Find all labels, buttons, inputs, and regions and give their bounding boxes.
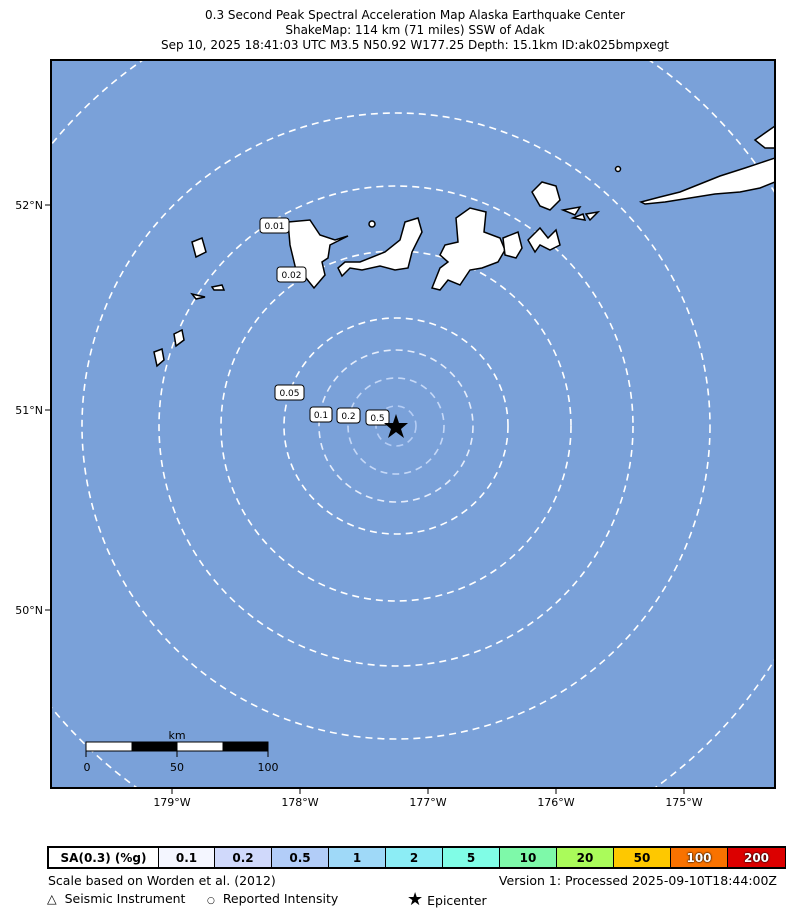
legend-cell: 0.1 [159,848,215,867]
island [531,181,561,211]
contour-label: 0.1 [314,411,328,421]
ocean [51,60,775,788]
contours [51,60,775,788]
island [502,230,523,259]
seismic-instrument-label: Seismic Instrument [64,891,186,906]
scale-tick: 100 [258,761,279,774]
epicenter-legend: ★ Epicenter [407,889,487,910]
legend-cell: 10 [500,848,557,867]
star-icon: ★ [407,889,424,910]
map-svg: 0.01 0.02 0.05 0.1 0.2 0.5 km 0 50 100 5… [15,59,776,809]
island [337,217,423,278]
version-info: Version 1: Processed 2025-09-10T18:44:00… [498,873,777,888]
scale-unit: km [168,729,185,742]
map-frame [50,59,776,789]
lat-label: 51°N [15,404,43,417]
map-subtitle: ShakeMap: 114 km (71 miles) SSW of Adak [285,23,545,37]
intensity-legend: SA(0.3) (%g) 0.1 0.2 0.5 1 2 5 10 20 50 100 200 [47,846,786,869]
contour-labels: 0.01 0.02 0.05 0.1 0.2 0.5 [259,217,390,426]
contour-line [220,250,572,602]
reported-intensity-label: Reported Intensity [222,891,339,906]
seismic-instrument-legend: △ Seismic Instrument [47,891,185,906]
lon-label: 179°W [153,796,190,809]
scale-tick: 0 [84,761,91,774]
contour-label: 0.01 [264,222,284,232]
lon-label: 177°W [409,796,446,809]
legend-cell: 200 [728,848,785,867]
legend-cell: 100 [671,848,728,867]
island [753,125,775,149]
island [153,284,226,368]
legend-cell: 2 [386,848,443,867]
island [527,226,561,254]
island [191,236,207,259]
contour-line [318,349,474,503]
lat-label: 50°N [15,604,43,617]
lon-label: 178°W [281,796,318,809]
contour-label: 0.5 [370,414,384,424]
epicenter-label: Epicenter [427,893,487,908]
contour-line [375,405,417,447]
contour-line [283,317,509,535]
contour-line [347,377,445,475]
legend-header: SA(0.3) (%g) [49,848,159,867]
epicenter-star-icon [384,414,408,438]
lon-label: 176°W [537,796,574,809]
island [368,220,376,228]
contour-label: 0.02 [281,271,301,281]
island [638,157,775,205]
contour-label: 0.2 [341,412,355,422]
contour-line [158,185,634,667]
legend-cell: 0.5 [272,848,329,867]
legend-cell: 5 [443,848,500,867]
event-info: Sep 10, 2025 18:41:03 UTC M3.5 N50.92 W1… [160,38,670,52]
legend-cell: 20 [557,848,614,867]
lon-label: 175°W [665,796,702,809]
legend-cell: 50 [614,848,671,867]
island [614,165,622,173]
contour-line [81,112,711,740]
triangle-icon: △ [47,891,57,906]
island [430,207,506,291]
map-title: 0.3 Second Peak Spectral Acceleration Ma… [205,8,625,22]
axis-labels: 52°N 51°N 50°N 179°W 178°W 177°W 176°W 1… [15,199,703,809]
legend-cell: 0.2 [215,848,272,867]
scale-note: Scale based on Worden et al. (2012) [48,873,276,888]
scale-tick: 50 [170,761,184,774]
lat-label: 52°N [15,199,43,212]
island [560,205,601,222]
legend-cell: 1 [329,848,386,867]
contour-label: 0.05 [279,389,299,399]
reported-intensity-legend: ○ Reported Intensity [207,891,338,906]
circle-icon: ○ [207,896,215,906]
scale-bar: km 0 50 100 [84,729,279,774]
